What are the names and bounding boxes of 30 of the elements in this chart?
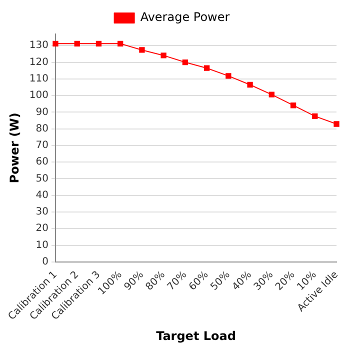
point — [160, 52, 166, 58]
y-tick-label: 100 — [29, 90, 48, 102]
point — [290, 102, 296, 108]
point — [334, 121, 340, 127]
point — [204, 65, 210, 71]
y-tick-label: 30 — [36, 206, 48, 218]
y-tick-label: 40 — [36, 190, 48, 201]
y-tick-label: 50 — [36, 173, 48, 184]
point — [118, 40, 124, 46]
point — [247, 82, 253, 88]
point — [96, 40, 102, 46]
y-tick-label: 120 — [29, 56, 48, 68]
legend-label: Average Power — [140, 10, 230, 24]
point — [139, 47, 145, 53]
y-axis-title: Power (W) — [7, 112, 22, 184]
y-tick-label: 20 — [36, 223, 48, 234]
point — [268, 92, 274, 98]
y-tick-label: 60 — [36, 156, 48, 168]
y-tick-label: 110 — [29, 74, 48, 85]
y-tick-label: 70 — [36, 140, 48, 152]
y-tick-label: 90 — [36, 106, 48, 118]
x-axis-title: Target Load — [156, 328, 236, 343]
y-tick-label: 130 — [29, 40, 48, 52]
y-tick-label: 80 — [36, 123, 48, 134]
point — [182, 59, 188, 66]
point — [226, 73, 232, 79]
y-tick-label: 10 — [36, 240, 48, 251]
point — [312, 113, 318, 120]
point — [74, 40, 80, 46]
y-tick-label: 0 — [42, 256, 48, 268]
